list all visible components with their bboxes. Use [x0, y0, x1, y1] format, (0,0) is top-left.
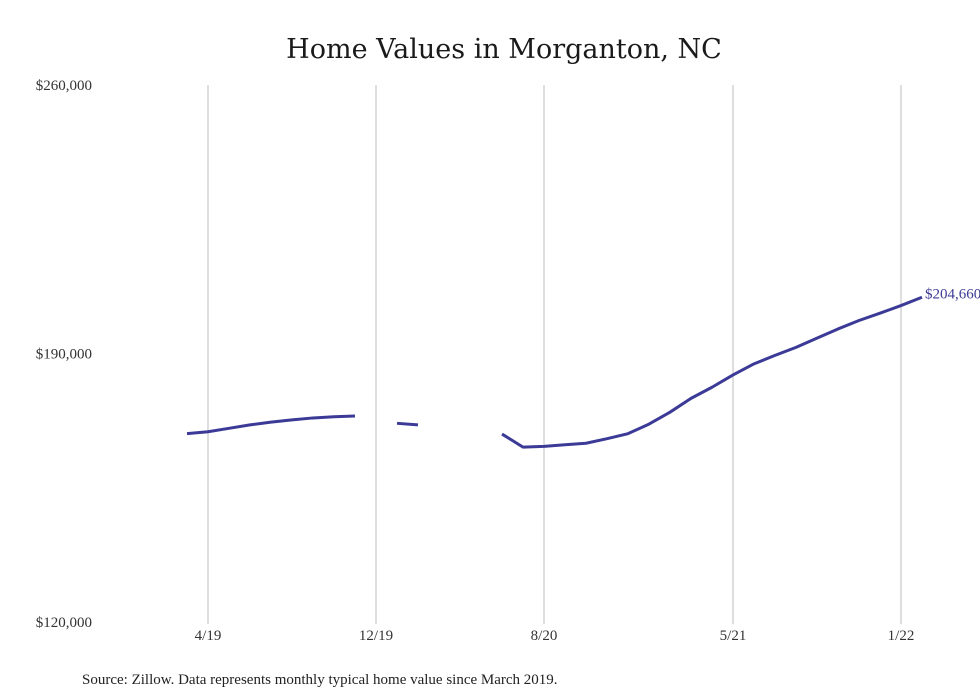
end-value-label: $204,660 — [925, 286, 980, 302]
x-tick-label: 8/20 — [531, 628, 558, 644]
x-axis-ticks: 4/19 12/19 8/20 5/21 1/22 — [195, 628, 915, 644]
line-segment — [501, 295, 923, 449]
y-tick-label: $120,000 — [36, 615, 92, 631]
y-axis-ticks: $120,000 $190,000 $260,000 — [36, 78, 92, 631]
y-tick-label: $260,000 — [36, 78, 92, 94]
line-segment — [396, 421, 419, 427]
x-tick-label: 12/19 — [359, 628, 393, 644]
source-note: Source: Zillow. Data represents monthly … — [82, 672, 558, 688]
x-tick-label: 1/22 — [888, 628, 915, 644]
x-tick-label: 5/21 — [720, 628, 747, 644]
chart-title: Home Values in Morganton, NC — [286, 34, 722, 65]
series-line — [186, 295, 923, 449]
line-segment — [186, 414, 356, 436]
gridlines — [207, 85, 902, 624]
y-tick-label: $190,000 — [36, 347, 92, 363]
x-tick-label: 4/19 — [195, 628, 222, 644]
